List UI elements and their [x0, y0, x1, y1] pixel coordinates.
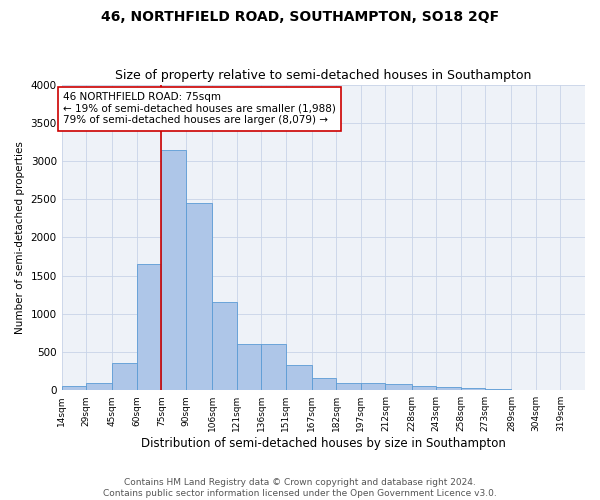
- Bar: [212, 302, 236, 390]
- Bar: [436, 387, 461, 390]
- Bar: [86, 382, 112, 390]
- Bar: [485, 389, 511, 390]
- Bar: [62, 386, 86, 390]
- Bar: [461, 388, 485, 390]
- Bar: [286, 366, 312, 390]
- Bar: [337, 382, 361, 390]
- Bar: [385, 384, 412, 390]
- Bar: [261, 344, 286, 390]
- Bar: [161, 150, 186, 390]
- Bar: [312, 378, 337, 390]
- Bar: [236, 344, 261, 390]
- Bar: [137, 264, 161, 390]
- Text: 46, NORTHFIELD ROAD, SOUTHAMPTON, SO18 2QF: 46, NORTHFIELD ROAD, SOUTHAMPTON, SO18 2…: [101, 10, 499, 24]
- Text: 46 NORTHFIELD ROAD: 75sqm
← 19% of semi-detached houses are smaller (1,988)
79% : 46 NORTHFIELD ROAD: 75sqm ← 19% of semi-…: [64, 92, 336, 126]
- Bar: [186, 203, 212, 390]
- Y-axis label: Number of semi-detached properties: Number of semi-detached properties: [15, 141, 25, 334]
- Bar: [412, 386, 436, 390]
- Bar: [112, 364, 137, 390]
- Bar: [361, 382, 385, 390]
- X-axis label: Distribution of semi-detached houses by size in Southampton: Distribution of semi-detached houses by …: [141, 437, 506, 450]
- Title: Size of property relative to semi-detached houses in Southampton: Size of property relative to semi-detach…: [115, 69, 532, 82]
- Text: Contains HM Land Registry data © Crown copyright and database right 2024.
Contai: Contains HM Land Registry data © Crown c…: [103, 478, 497, 498]
